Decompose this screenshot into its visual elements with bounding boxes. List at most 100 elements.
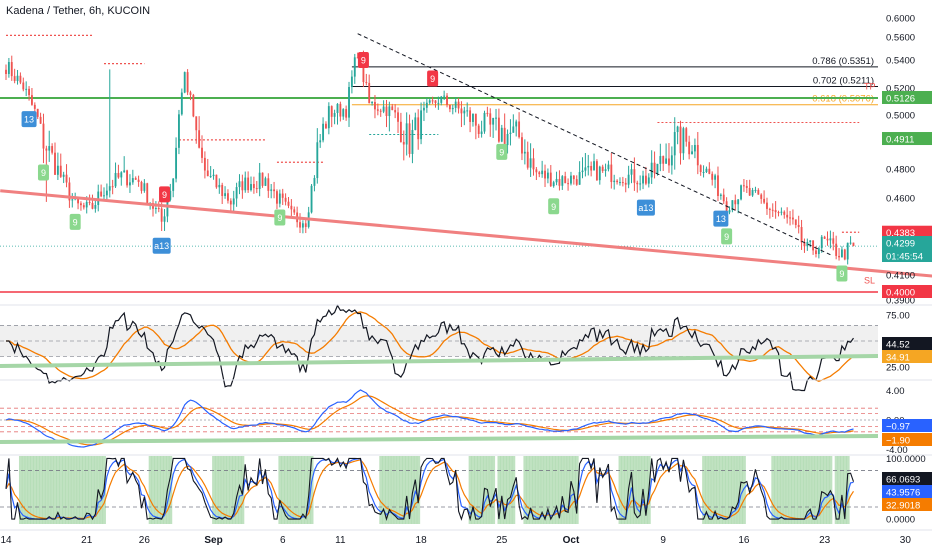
macd-line (5, 389, 854, 448)
candle-body (71, 199, 74, 201)
candle (198, 116, 201, 149)
candle-body (757, 189, 760, 195)
candle (247, 171, 250, 193)
candle-body (293, 209, 296, 213)
candle-body (546, 172, 549, 179)
macd-pane[interactable] (0, 389, 879, 448)
candle (379, 108, 382, 117)
candle (10, 55, 13, 81)
candle-body (143, 183, 146, 191)
candle-body (515, 121, 518, 127)
candle-body (840, 249, 843, 258)
candle (146, 182, 149, 204)
price-pane[interactable]: 0.786 (0.5351) 0.702 (0.5211) 0.618 (0.507… (0, 33, 932, 293)
stoch-zone (702, 456, 706, 524)
candle-body (682, 128, 685, 154)
candle-body (509, 132, 512, 134)
candle-body (39, 116, 42, 124)
candle-body (619, 182, 621, 184)
candle-body (25, 88, 28, 90)
stoch-zone (811, 456, 816, 524)
candle-body (843, 249, 846, 260)
stoch-zone (278, 456, 282, 524)
candle-body (766, 202, 768, 209)
candle (62, 171, 65, 184)
candle-body (616, 180, 619, 183)
candle (434, 100, 437, 108)
candle-body (203, 157, 206, 171)
stoch-zone (532, 456, 536, 524)
candle (515, 119, 518, 137)
candle-body (270, 189, 273, 191)
stoch-zone (575, 456, 579, 524)
candle-body (356, 57, 359, 59)
candle-body (42, 123, 45, 149)
candle (120, 171, 123, 186)
candle-body (448, 105, 451, 110)
candle-body (7, 62, 10, 74)
stoch-zone (217, 456, 222, 524)
stoch-tick: 0.0000 (886, 515, 915, 526)
td-label-box (357, 52, 369, 69)
candle (192, 93, 195, 118)
stoch-zone (287, 456, 291, 524)
falling-wedge-support (0, 189, 932, 278)
td-label-text: 13 (24, 115, 34, 125)
candle (512, 114, 515, 133)
candle (350, 70, 353, 94)
candle-body (691, 151, 693, 155)
stoch-zone (552, 456, 556, 524)
candle-body (56, 165, 59, 175)
td-label-text: 9 (361, 56, 366, 66)
stoch-zone (405, 456, 409, 524)
stoch-zone (390, 456, 395, 524)
candle-body (88, 201, 91, 203)
candle-body (103, 195, 105, 197)
candle (80, 201, 82, 211)
candle-body (644, 175, 647, 184)
candle-body (388, 106, 391, 117)
candle-body (480, 131, 483, 135)
candle (154, 201, 157, 214)
stochastic-pane[interactable] (0, 456, 878, 524)
candle (13, 68, 16, 84)
candle (668, 143, 670, 173)
rsi-pane[interactable] (0, 304, 879, 392)
candle-body (192, 94, 195, 117)
candle (163, 209, 166, 231)
stoch-zone (235, 456, 239, 524)
stoch-zone (399, 456, 403, 524)
candle (587, 154, 590, 176)
time-tick: 14 (0, 535, 12, 546)
candle (584, 153, 587, 177)
candle-body (529, 158, 532, 168)
stoch-badge-text: 66.0693 (886, 475, 920, 486)
candle-body (215, 174, 218, 188)
stoch-zone (566, 456, 571, 524)
candle-body (725, 201, 728, 213)
candle (708, 162, 711, 175)
price-badge-box (882, 236, 932, 249)
price-badge-box (882, 225, 932, 239)
candle (448, 104, 451, 113)
candle-body (235, 187, 238, 199)
stoch-zone (148, 456, 153, 524)
stoch-zone (220, 456, 225, 524)
candle-body (791, 217, 794, 220)
stoch-zone (840, 456, 844, 524)
stoch-zone (728, 456, 732, 524)
candle (77, 197, 79, 210)
candle-body (852, 242, 855, 246)
candle (201, 135, 203, 164)
candle (734, 194, 737, 211)
candle-body (549, 172, 552, 187)
candle (51, 143, 54, 155)
candle-body (633, 169, 636, 183)
candle-body (572, 175, 575, 180)
candle (382, 100, 385, 114)
macd-tick: 4.00 (886, 386, 905, 397)
candle (786, 207, 789, 224)
candle (65, 164, 68, 188)
stoch-zone (36, 456, 40, 524)
